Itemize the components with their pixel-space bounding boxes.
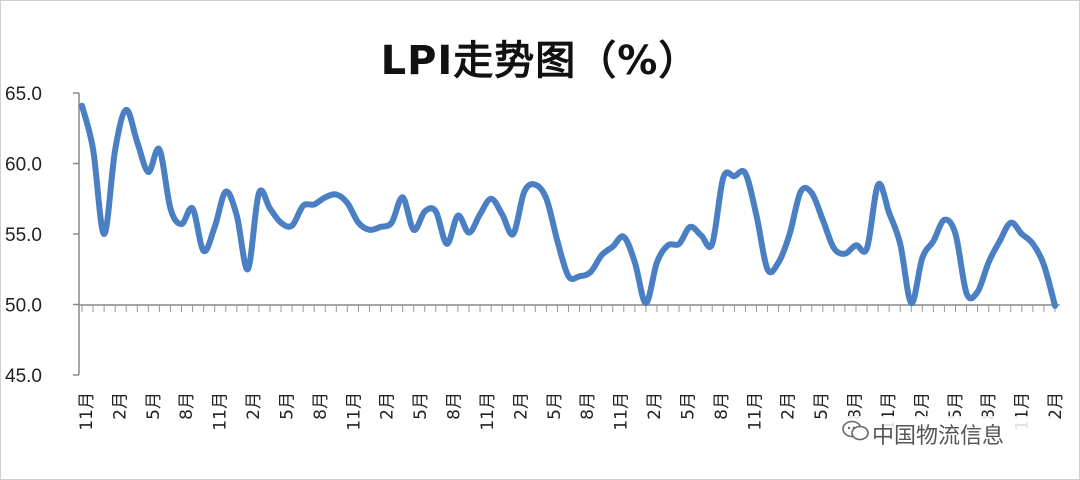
x-tick-label: 5月	[812, 392, 832, 420]
lpi-series-line	[79, 102, 1058, 309]
x-tick-label: 2月	[378, 392, 398, 420]
x-tick-label: 8月	[445, 392, 465, 420]
y-tick-label: 55.0	[5, 225, 42, 246]
wechat-icon	[842, 420, 869, 441]
y-tick-label: 45.0	[5, 366, 42, 387]
x-tick-label: 5月	[946, 392, 966, 420]
y-tick-label: 65.0	[5, 84, 42, 105]
x-tick-label: 11月	[344, 392, 364, 431]
x-tick-label: 11月	[478, 392, 498, 431]
y-tick-label: 60.0	[5, 155, 42, 176]
x-tick-label: 11月	[77, 392, 97, 431]
x-tick-label: 2月	[244, 392, 264, 420]
x-tick-label: 2月	[779, 392, 799, 420]
x-tick-label: 5月	[678, 392, 698, 420]
x-tick-label: 2月	[110, 392, 130, 420]
x-tick-label: 2月	[645, 392, 665, 420]
x-tick-label: 11月	[211, 392, 231, 431]
x-tick-label: 5月	[277, 392, 297, 420]
x-tick-label: 5月	[411, 392, 431, 420]
x-tick-label: 8月	[846, 392, 866, 420]
x-tick-label: 8月	[177, 392, 197, 420]
x-tick-label: 8月	[979, 392, 999, 420]
x-tick-label: 5月	[545, 392, 565, 420]
watermark-text: 中国物流信息	[872, 424, 1005, 449]
x-tick-label: 8月	[311, 392, 331, 420]
x-tick-label: 5月	[144, 392, 164, 420]
x-tick-label: 11月	[745, 392, 765, 431]
y-tick-label: 50.0	[5, 296, 42, 317]
chart-title: LPI走势图（%）	[380, 38, 700, 84]
x-tick-label: 2月	[1046, 392, 1066, 420]
x-tick-label: 2月	[912, 392, 932, 420]
x-tick-label: 2月	[511, 392, 531, 420]
watermark: 中国物流信息	[840, 416, 1055, 449]
x-tick-label: 8月	[712, 392, 732, 420]
x-tick-label: 11月	[612, 392, 632, 431]
x-tick-label: 8月	[578, 392, 598, 420]
